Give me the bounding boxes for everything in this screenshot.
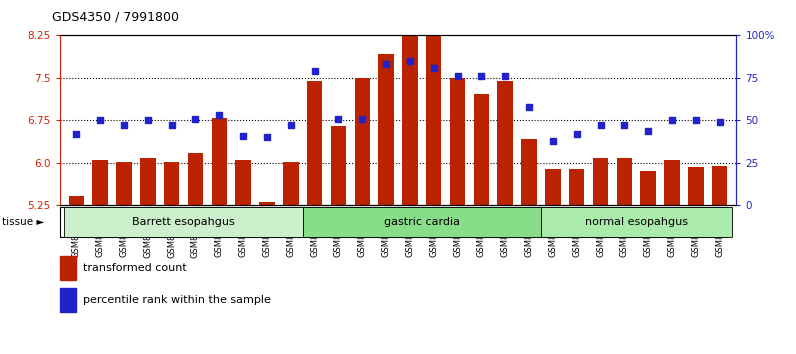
Point (236, 133, 249, 138)
Point (594, 122, 607, 128)
Bar (450, 78, 466, 205)
Bar (498, 81, 513, 205)
FancyBboxPatch shape (541, 207, 732, 237)
Bar (68, 196, 84, 205)
Point (547, 138, 560, 144)
Point (713, 119, 726, 125)
Bar (426, 15, 442, 205)
Bar (569, 169, 584, 205)
Bar (188, 153, 203, 205)
Bar (664, 160, 680, 205)
Point (451, 73, 464, 79)
Text: normal esopahgus: normal esopahgus (585, 217, 688, 227)
Bar (283, 162, 298, 205)
Point (642, 128, 654, 133)
FancyBboxPatch shape (302, 207, 541, 237)
Bar (545, 169, 560, 205)
Point (475, 73, 488, 79)
Text: tissue ►: tissue ► (2, 217, 44, 227)
Point (94, 118, 107, 123)
Point (332, 116, 345, 121)
Point (404, 58, 416, 64)
Point (166, 122, 178, 128)
Point (142, 118, 154, 123)
Bar (60, 256, 76, 280)
Text: GDS4350 / 7991800: GDS4350 / 7991800 (52, 11, 179, 24)
Bar (593, 158, 608, 205)
Point (570, 131, 583, 137)
Point (427, 65, 440, 70)
Bar (402, 24, 418, 205)
Point (499, 73, 512, 79)
Bar (60, 288, 76, 312)
Bar (164, 162, 179, 205)
Bar (378, 54, 394, 205)
Bar (354, 78, 370, 205)
Point (689, 118, 702, 123)
Text: Barrett esopahgus: Barrett esopahgus (132, 217, 235, 227)
Point (356, 116, 369, 121)
Point (118, 122, 131, 128)
Text: transformed count: transformed count (83, 263, 186, 273)
Bar (212, 118, 227, 205)
Bar (307, 81, 322, 205)
Bar (521, 139, 537, 205)
Point (665, 118, 678, 123)
Bar (92, 160, 108, 205)
Point (70, 131, 83, 137)
Bar (140, 158, 155, 205)
Bar (330, 126, 346, 205)
Point (260, 135, 273, 140)
Bar (116, 162, 132, 205)
Point (213, 113, 226, 118)
Bar (617, 158, 632, 205)
Bar (641, 171, 656, 205)
Bar (688, 167, 704, 205)
Point (523, 104, 536, 110)
Bar (712, 166, 728, 205)
Point (308, 68, 321, 74)
Text: percentile rank within the sample: percentile rank within the sample (83, 295, 271, 305)
Point (618, 122, 630, 128)
Point (189, 116, 202, 121)
Bar (474, 94, 489, 205)
Point (380, 62, 392, 67)
Bar (236, 160, 251, 205)
Point (284, 122, 297, 128)
Bar (259, 202, 275, 205)
FancyBboxPatch shape (64, 207, 302, 237)
Text: gastric cardia: gastric cardia (384, 217, 460, 227)
